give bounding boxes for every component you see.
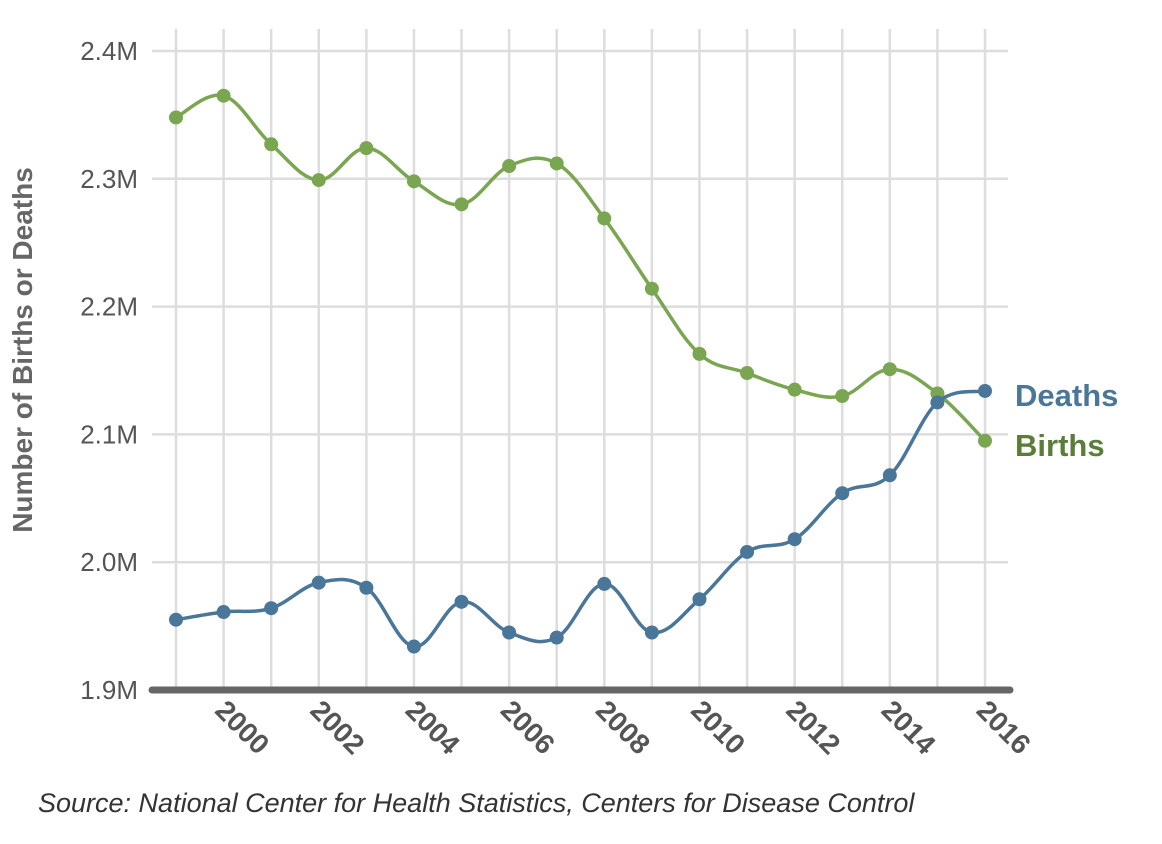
deaths-point — [930, 395, 945, 410]
y-tick-label: 2.0M — [80, 547, 138, 577]
deaths-point — [216, 605, 231, 620]
births-line — [175, 93, 987, 443]
x-axis-ticks: 2000 2002 2004 2006 2008 2010 2012 2014 2016 — [209, 694, 1036, 760]
deaths-point — [740, 544, 755, 559]
deaths-point — [692, 592, 707, 607]
x-tick-label: 2008 — [590, 694, 656, 760]
deaths-point — [978, 383, 992, 398]
births-point — [644, 281, 659, 296]
x-tick-label: 2012 — [780, 694, 846, 760]
series-labels: Births Deaths — [1015, 378, 1118, 463]
deaths-line — [175, 389, 986, 649]
y-axis-ticks: 1.9M 2.0M 2.1M 2.2M 2.3M 2.4M — [80, 36, 138, 705]
births-point — [406, 174, 421, 189]
x-tick-label: 2000 — [209, 694, 275, 760]
births-point — [502, 159, 517, 174]
y-tick-label: 1.9M — [80, 675, 138, 705]
x-tick-label: 2006 — [495, 694, 561, 760]
y-tick-label: 2.1M — [80, 419, 138, 449]
births-point — [311, 173, 326, 188]
x-tick-label: 2014 — [876, 694, 942, 760]
y-axis-label: Number of Births or Deaths — [7, 167, 38, 533]
x-tick-label: 2016 — [971, 694, 1037, 760]
source-note: Source: National Center for Health Stati… — [38, 788, 915, 818]
deaths-point — [549, 630, 564, 645]
births-point — [454, 197, 469, 212]
births-point — [882, 362, 897, 377]
series — [169, 88, 992, 654]
deaths-point — [169, 612, 183, 627]
x-tick-label: 2010 — [685, 694, 751, 760]
births-point — [549, 156, 564, 171]
x-tick-label: 2004 — [400, 694, 466, 760]
births-point — [216, 88, 231, 103]
series-deaths — [169, 383, 992, 654]
births-point — [597, 211, 612, 226]
deaths-point — [264, 601, 279, 616]
births-point — [692, 346, 707, 361]
y-tick-label: 2.4M — [80, 36, 138, 66]
births-point — [169, 110, 183, 125]
births-series-label: Births — [1015, 428, 1105, 463]
deaths-point — [311, 575, 326, 590]
deaths-point — [787, 532, 802, 547]
y-tick-label: 2.2M — [80, 292, 138, 322]
deaths-point — [882, 468, 897, 483]
births-point — [787, 382, 802, 397]
series-births — [169, 88, 992, 448]
deaths-point — [835, 486, 850, 501]
grid — [152, 29, 1008, 690]
deaths-point — [359, 580, 374, 595]
y-tick-label: 2.3M — [80, 164, 138, 194]
births-point — [359, 141, 374, 156]
x-tick-label: 2002 — [305, 694, 371, 760]
deaths-point — [502, 625, 517, 640]
births-point — [264, 137, 279, 152]
deaths-point — [406, 639, 421, 654]
deaths-point — [644, 625, 659, 640]
deaths-point — [597, 576, 612, 591]
deaths-point — [454, 594, 469, 609]
births-point — [835, 389, 850, 404]
births-point — [978, 433, 992, 448]
deaths-series-label: Deaths — [1015, 378, 1118, 413]
births-point — [740, 366, 755, 381]
